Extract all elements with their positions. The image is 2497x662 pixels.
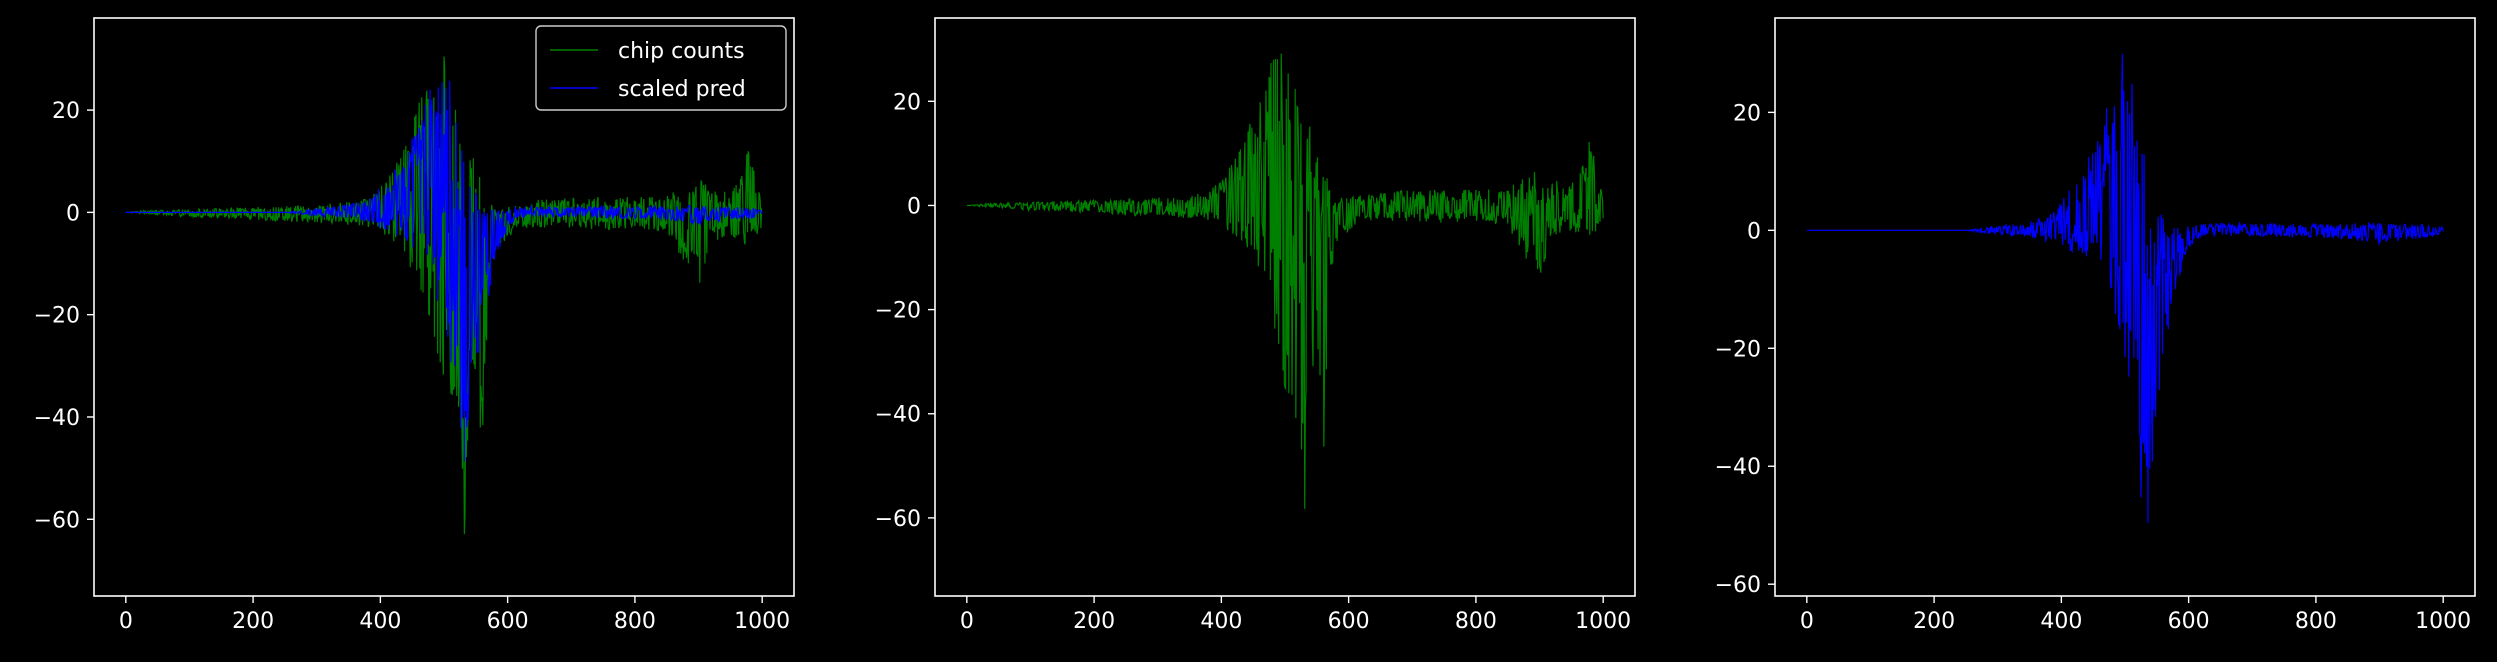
x-tick-label: 400 [2040, 609, 2082, 634]
x-tick-label: 0 [119, 609, 133, 634]
y-tick-label: −40 [34, 406, 80, 431]
x-tick-label: 1000 [734, 609, 790, 634]
x-tick-label: 800 [2295, 609, 2337, 634]
plot-area [125, 56, 763, 535]
series-line-chip-counts [125, 56, 763, 535]
x-tick-label: 1000 [2415, 609, 2471, 634]
y-tick-label: −40 [875, 403, 921, 428]
x-tick-label: 400 [359, 609, 401, 634]
x-tick-label: 600 [1328, 609, 1370, 634]
legend-label: chip counts [618, 39, 745, 64]
x-tick-label: 600 [487, 609, 529, 634]
chart-panel-1: 0 200 400 600 800 1000 −60 −40 −20 0 20 chip counts… [34, 17, 795, 634]
y-tick-label: −20 [34, 304, 80, 329]
y-tick-label: 20 [1733, 101, 1761, 126]
plot-area [1806, 53, 2444, 523]
chart-panel-3: 0 200 400 600 800 1000 −60 −40 −20 0 20 [1715, 17, 2476, 634]
series-line-scaled-pred [125, 80, 763, 462]
series-line-1 [966, 53, 1604, 509]
y-tick-label: −60 [875, 507, 921, 532]
x-tick-label: 800 [1455, 609, 1497, 634]
x-tick-label: 0 [1800, 609, 1814, 634]
axes-frame [1774, 17, 2476, 597]
series-line-1 [1806, 53, 2444, 523]
y-tick-label: −40 [1715, 455, 1761, 480]
chart-panel-2: 0 200 400 600 800 1000 −60 −40 −20 0 20 [875, 17, 1636, 634]
y-tick-label: 0 [66, 201, 80, 226]
legend-label: scaled pred [618, 77, 746, 102]
legend: chip counts scaled pred [535, 25, 787, 111]
x-tick-label: 400 [1200, 609, 1242, 634]
y-tick-label: −60 [34, 508, 80, 533]
axes-frame [934, 17, 1636, 597]
x-tick-label: 1000 [1575, 609, 1631, 634]
x-tick-label: 800 [614, 609, 656, 634]
x-tick-label: 200 [232, 609, 274, 634]
legend-box [535, 25, 787, 111]
x-tick-label: 200 [1913, 609, 1955, 634]
y-tick-label: −20 [875, 299, 921, 324]
y-tick-label: 20 [52, 99, 80, 124]
x-tick-label: 200 [1073, 609, 1115, 634]
y-tick-label: 0 [907, 194, 921, 219]
y-tick-label: 20 [893, 90, 921, 115]
y-tick-label: −20 [1715, 337, 1761, 362]
plot-area [966, 53, 1604, 509]
axes-frame [93, 17, 795, 597]
y-tick-label: 0 [1747, 219, 1761, 244]
x-tick-label: 0 [960, 609, 974, 634]
y-tick-label: −60 [1715, 573, 1761, 598]
x-tick-label: 600 [2168, 609, 2210, 634]
